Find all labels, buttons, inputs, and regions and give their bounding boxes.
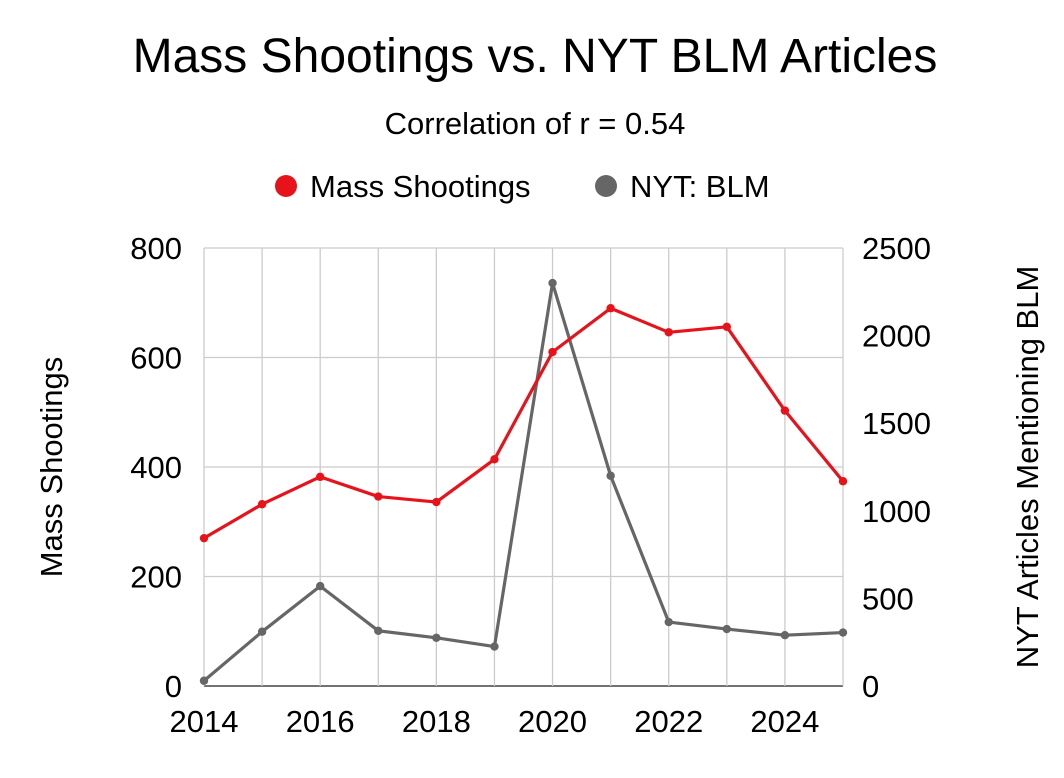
y-tick-label: 400 [130, 450, 182, 485]
x-tick-label: 2024 [750, 704, 819, 739]
x-tick-label: 2016 [286, 704, 355, 739]
data-point-mass-shootings [664, 328, 673, 337]
data-point-nyt-blm [315, 581, 325, 591]
x-tick-label: 2014 [170, 704, 239, 739]
data-point-nyt-blm [838, 628, 848, 637]
x-tick-label: 2020 [518, 704, 587, 739]
data-point-mass-shootings [606, 304, 615, 313]
data-point-nyt-blm [199, 676, 209, 685]
y-tick-label: 600 [130, 341, 182, 376]
data-point-nyt-blm [432, 633, 441, 643]
legend: Mass Shootings NYT: BLM [275, 169, 770, 204]
data-point-nyt-blm [374, 626, 383, 636]
y2-tick-label: 500 [862, 581, 914, 616]
y-axis-title: Mass Shootings [34, 357, 69, 578]
legend-label-nyt-blm: NYT: BLM [630, 169, 770, 204]
series-line-nyt-blm [202, 281, 845, 683]
data-point-mass-shootings [548, 347, 557, 357]
data-point-nyt-blm [548, 278, 557, 288]
series-points [199, 278, 848, 685]
data-point-mass-shootings [432, 497, 441, 507]
data-point-nyt-blm [664, 617, 673, 627]
x-tick-label: 2022 [634, 704, 703, 739]
grid [203, 247, 844, 687]
chart-subtitle: Correlation of r = 0.54 [385, 106, 686, 141]
y2-axis-title: NYT Articles Mentioning BLM [1010, 266, 1045, 669]
legend-label-mass-shootings: Mass Shootings [310, 169, 531, 204]
data-point-nyt-blm [606, 471, 615, 480]
axis-ticks: 0 200 400 600 800 0 500 1000 1500 2000 2500 2014 201… [130, 231, 931, 739]
data-point-nyt-blm [780, 630, 790, 640]
data-point-nyt-blm [490, 642, 499, 651]
y2-tick-label: 0 [862, 669, 879, 704]
data-point-mass-shootings [199, 533, 209, 543]
data-point-mass-shootings [374, 492, 383, 501]
data-point-nyt-blm [257, 627, 267, 636]
data-point-mass-shootings [257, 500, 267, 509]
x-tick-label: 2018 [402, 704, 471, 739]
y2-tick-label: 1500 [862, 406, 931, 441]
data-point-mass-shootings [490, 455, 499, 464]
data-point-mass-shootings [838, 477, 848, 486]
legend-marker-nyt-blm [595, 175, 617, 197]
series-lines [202, 281, 845, 683]
series-line-mass-shootings [202, 306, 845, 540]
y2-tick-label: 2000 [862, 319, 931, 354]
data-point-mass-shootings [315, 472, 325, 482]
data-point-mass-shootings [722, 322, 732, 332]
data-point-mass-shootings [780, 406, 790, 415]
data-point-nyt-blm [722, 624, 732, 634]
y-tick-label: 200 [130, 560, 182, 595]
y2-tick-label: 2500 [862, 231, 931, 266]
y-tick-label: 0 [165, 669, 182, 704]
legend-marker-mass-shootings [275, 175, 297, 197]
y2-tick-label: 1000 [862, 494, 931, 529]
chart-title: Mass Shootings vs. NYT BLM Articles [133, 30, 938, 83]
y-tick-label: 800 [130, 231, 182, 266]
